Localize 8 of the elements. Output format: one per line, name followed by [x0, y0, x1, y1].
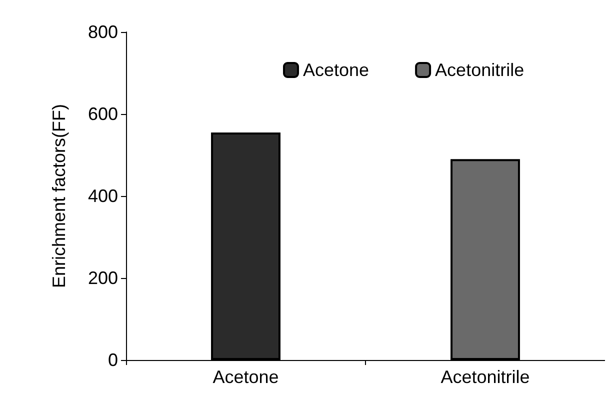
y-tick-label: 800: [88, 22, 118, 42]
y-axis-title: Enrichment factors(FF): [49, 104, 69, 288]
y-tick-label: 200: [88, 268, 118, 288]
legend-label: Acetone: [303, 60, 370, 80]
legend-label: Acetonitrile: [435, 60, 524, 80]
y-tick-label: 0: [108, 350, 118, 370]
y-tick-label: 400: [88, 186, 118, 206]
y-tick-label: 600: [88, 104, 118, 124]
